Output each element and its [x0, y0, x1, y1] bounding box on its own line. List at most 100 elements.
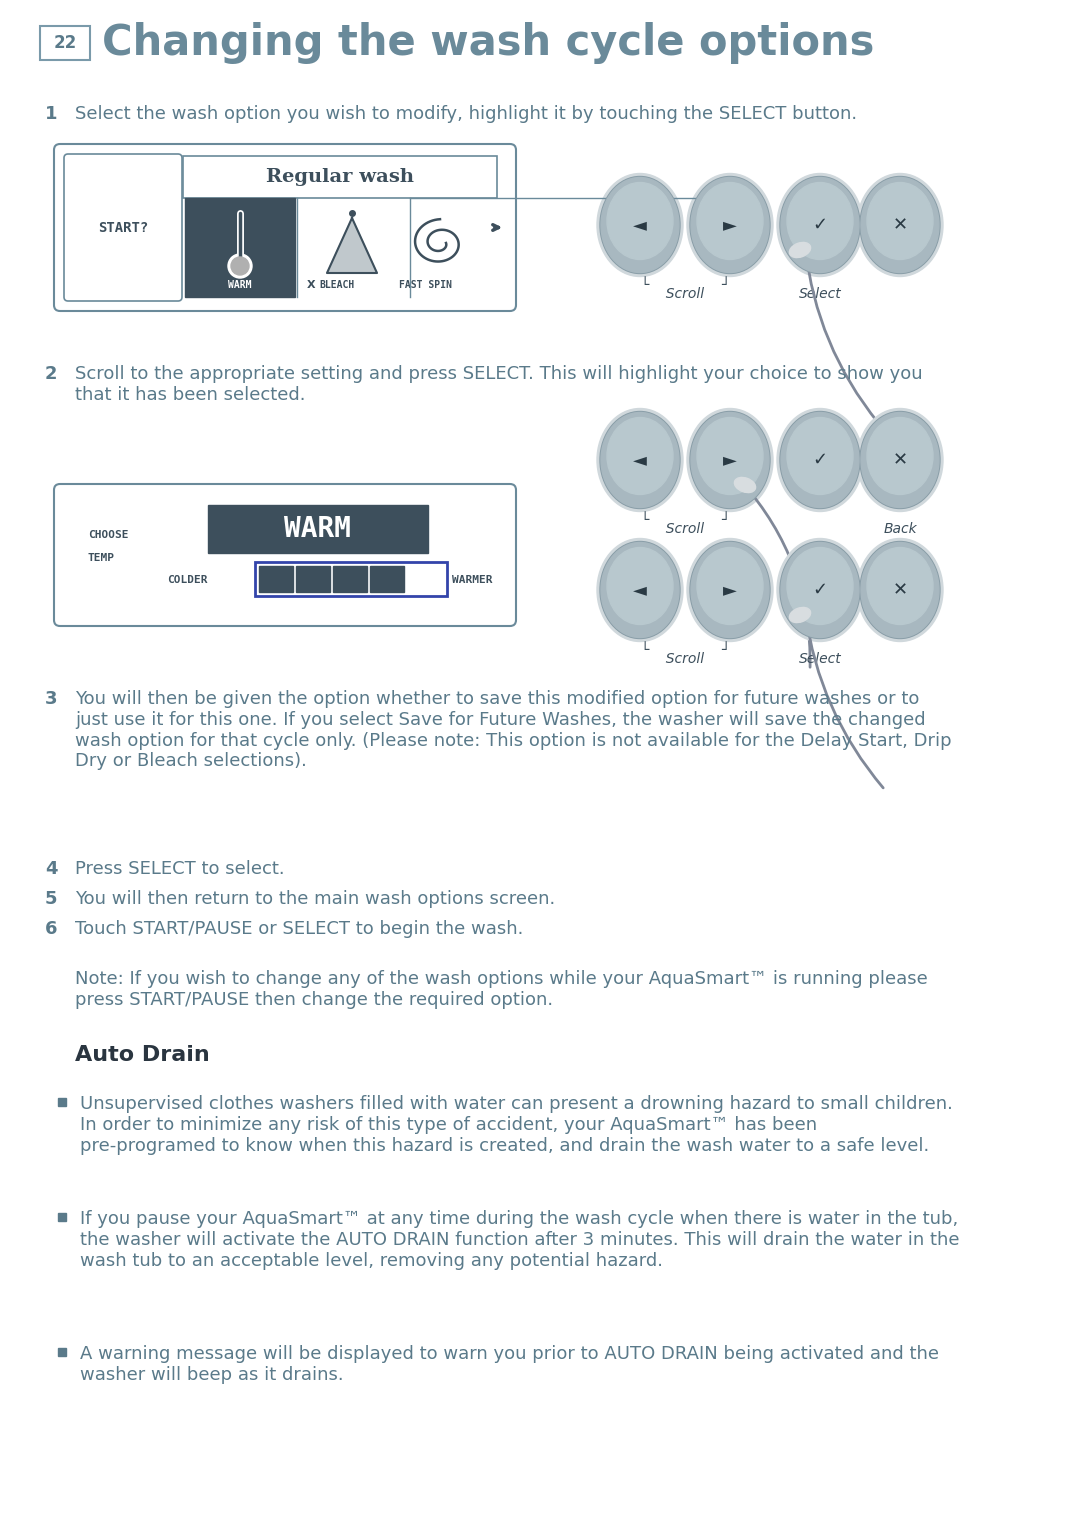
Bar: [370, 565, 404, 591]
Text: Scroll: Scroll: [657, 653, 713, 666]
Ellipse shape: [787, 547, 853, 625]
Ellipse shape: [600, 178, 679, 273]
Text: FAST SPIN: FAST SPIN: [399, 280, 451, 290]
Ellipse shape: [780, 176, 860, 274]
Text: ◄: ◄: [633, 450, 647, 469]
Text: ✓: ✓: [812, 581, 827, 599]
Ellipse shape: [597, 409, 683, 512]
Bar: [185, 198, 295, 297]
Text: TEMP: TEMP: [87, 553, 114, 562]
Text: 4: 4: [45, 859, 57, 878]
FancyBboxPatch shape: [183, 156, 497, 198]
Text: Changing the wash cycle options: Changing the wash cycle options: [102, 21, 875, 64]
Ellipse shape: [690, 176, 770, 274]
Ellipse shape: [781, 178, 859, 273]
Ellipse shape: [690, 412, 770, 509]
Ellipse shape: [780, 541, 860, 639]
Text: └: └: [640, 513, 649, 527]
Text: WARMER: WARMER: [453, 574, 492, 585]
Ellipse shape: [861, 542, 939, 637]
Ellipse shape: [690, 541, 770, 639]
Ellipse shape: [781, 542, 859, 637]
Text: ┘: ┘: [720, 643, 729, 657]
Text: START?: START?: [98, 221, 148, 234]
Text: You will then return to the main wash options screen.: You will then return to the main wash op…: [75, 890, 555, 908]
Ellipse shape: [734, 478, 756, 493]
Text: COLDER: COLDER: [167, 574, 208, 585]
Text: └: └: [640, 277, 649, 293]
Text: You will then be given the option whether to save this modified option for futur: You will then be given the option whethe…: [75, 689, 951, 771]
Ellipse shape: [867, 547, 933, 625]
Text: ✓: ✓: [812, 216, 827, 234]
Ellipse shape: [867, 182, 933, 259]
Ellipse shape: [687, 409, 773, 512]
Bar: [296, 565, 330, 591]
Text: Auto Drain: Auto Drain: [75, 1045, 210, 1065]
Text: 22: 22: [53, 34, 77, 52]
Text: ►: ►: [724, 216, 737, 234]
FancyBboxPatch shape: [54, 484, 516, 627]
Text: BLEACH: BLEACH: [319, 280, 354, 290]
Ellipse shape: [597, 173, 683, 276]
Ellipse shape: [687, 539, 773, 642]
Ellipse shape: [777, 539, 863, 642]
Ellipse shape: [860, 176, 940, 274]
Text: X: X: [307, 280, 315, 290]
Text: Select: Select: [798, 653, 841, 666]
Text: Scroll: Scroll: [657, 522, 713, 536]
Ellipse shape: [607, 182, 673, 259]
Text: ✓: ✓: [812, 450, 827, 469]
Text: Touch START/PAUSE or SELECT to begin the wash.: Touch START/PAUSE or SELECT to begin the…: [75, 921, 524, 938]
FancyBboxPatch shape: [54, 144, 516, 311]
Polygon shape: [327, 218, 377, 273]
FancyBboxPatch shape: [64, 155, 183, 300]
Ellipse shape: [697, 182, 762, 259]
Text: Select: Select: [798, 286, 841, 300]
Circle shape: [231, 257, 249, 276]
Bar: [58, 1348, 66, 1356]
FancyBboxPatch shape: [40, 26, 90, 60]
Text: └: └: [640, 643, 649, 657]
Text: Select the wash option you wish to modify, highlight it by touching the SELECT b: Select the wash option you wish to modif…: [75, 106, 858, 123]
Ellipse shape: [607, 547, 673, 625]
Ellipse shape: [607, 418, 673, 495]
Text: ►: ►: [724, 581, 737, 599]
Ellipse shape: [858, 173, 943, 276]
Text: Press SELECT to select.: Press SELECT to select.: [75, 859, 285, 878]
Ellipse shape: [861, 178, 939, 273]
Ellipse shape: [600, 176, 680, 274]
Ellipse shape: [858, 409, 943, 512]
Text: ►: ►: [724, 450, 737, 469]
Text: Scroll: Scroll: [657, 286, 713, 300]
FancyBboxPatch shape: [255, 562, 447, 596]
Ellipse shape: [861, 412, 939, 507]
Ellipse shape: [691, 542, 769, 637]
Ellipse shape: [860, 412, 940, 509]
Ellipse shape: [697, 418, 762, 495]
Ellipse shape: [787, 182, 853, 259]
Text: ┘: ┘: [720, 277, 729, 293]
Text: A warning message will be displayed to warn you prior to AUTO DRAIN being activa: A warning message will be displayed to w…: [80, 1345, 939, 1383]
Ellipse shape: [780, 412, 860, 509]
Ellipse shape: [777, 173, 863, 276]
Ellipse shape: [781, 412, 859, 507]
Text: 1: 1: [45, 106, 57, 123]
Circle shape: [228, 254, 252, 277]
Bar: [259, 565, 293, 591]
Text: ◄: ◄: [633, 216, 647, 234]
Text: WARM: WARM: [284, 515, 351, 542]
Ellipse shape: [597, 539, 683, 642]
Ellipse shape: [789, 607, 811, 622]
Text: 6: 6: [45, 921, 57, 938]
Ellipse shape: [858, 539, 943, 642]
Text: WARM: WARM: [228, 280, 252, 290]
Text: Regular wash: Regular wash: [266, 169, 414, 185]
Bar: [58, 1213, 66, 1221]
Ellipse shape: [789, 242, 811, 257]
Ellipse shape: [787, 418, 853, 495]
Text: ✕: ✕: [892, 450, 907, 469]
Ellipse shape: [691, 178, 769, 273]
Text: 5: 5: [45, 890, 57, 908]
Ellipse shape: [600, 542, 679, 637]
Ellipse shape: [687, 173, 773, 276]
